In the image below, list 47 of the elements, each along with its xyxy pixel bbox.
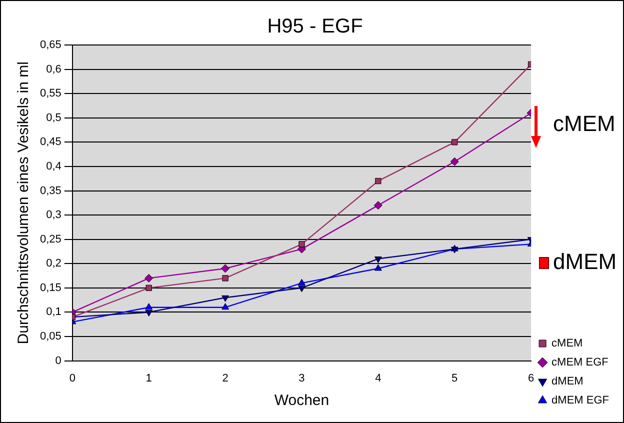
- x-tick-label: 6: [528, 372, 534, 384]
- legend-label: cMEM: [552, 338, 583, 350]
- x-tick-label: 0: [69, 372, 76, 384]
- point: [222, 303, 230, 310]
- y-axis-title: Durchschnittsvolumen eines Vesikels in ml: [15, 62, 32, 344]
- y-tick-label: 0,6: [46, 63, 62, 76]
- y-tick-label: 0,5: [46, 112, 62, 124]
- point: [374, 256, 382, 264]
- point: [145, 310, 153, 316]
- text: dMEM: [553, 249, 617, 274]
- text: cMEM: [553, 111, 616, 136]
- y-tick-label: 0,3: [46, 209, 62, 222]
- x-tick-label: 4: [375, 372, 382, 384]
- point: [375, 178, 382, 184]
- y-tick-label: 0,55: [40, 88, 62, 100]
- y-tick-label: 0,25: [40, 233, 62, 246]
- chart-title: H95 - EGF: [267, 16, 363, 38]
- point: [222, 295, 230, 302]
- legend-label: dMEM: [552, 376, 584, 388]
- y-tick-label: 0,45: [40, 136, 62, 148]
- y-tick-label: 0,4: [46, 160, 62, 172]
- point: [144, 274, 154, 282]
- y-tick-label: 0,1: [46, 306, 62, 318]
- y-tick-label: 0,35: [40, 184, 62, 197]
- point: [222, 275, 228, 282]
- y-tick-label: 0,65: [40, 39, 62, 52]
- point: [145, 303, 153, 310]
- point: [146, 284, 152, 291]
- x-tick-label: 1: [146, 372, 152, 384]
- point: [374, 201, 382, 210]
- y-tick-label: 0,05: [40, 330, 62, 343]
- legend-label: dMEM EGF: [552, 394, 610, 407]
- point: [298, 278, 306, 286]
- y-tick-label: 0,2: [46, 258, 62, 270]
- point: [221, 264, 230, 273]
- x-tick-label: 3: [298, 372, 305, 384]
- legend-label: cMEM EGF: [552, 356, 609, 369]
- point: [374, 264, 382, 271]
- y-tick-label: 0: [55, 354, 62, 367]
- point: [452, 139, 458, 146]
- x-axis-title: Wochen: [274, 392, 330, 410]
- x-tick-label: 2: [222, 372, 228, 384]
- point: [450, 157, 459, 166]
- point: [298, 241, 305, 248]
- x-tick-label: 5: [452, 372, 458, 384]
- y-tick-label: 0,15: [40, 282, 62, 294]
- point: [298, 286, 306, 292]
